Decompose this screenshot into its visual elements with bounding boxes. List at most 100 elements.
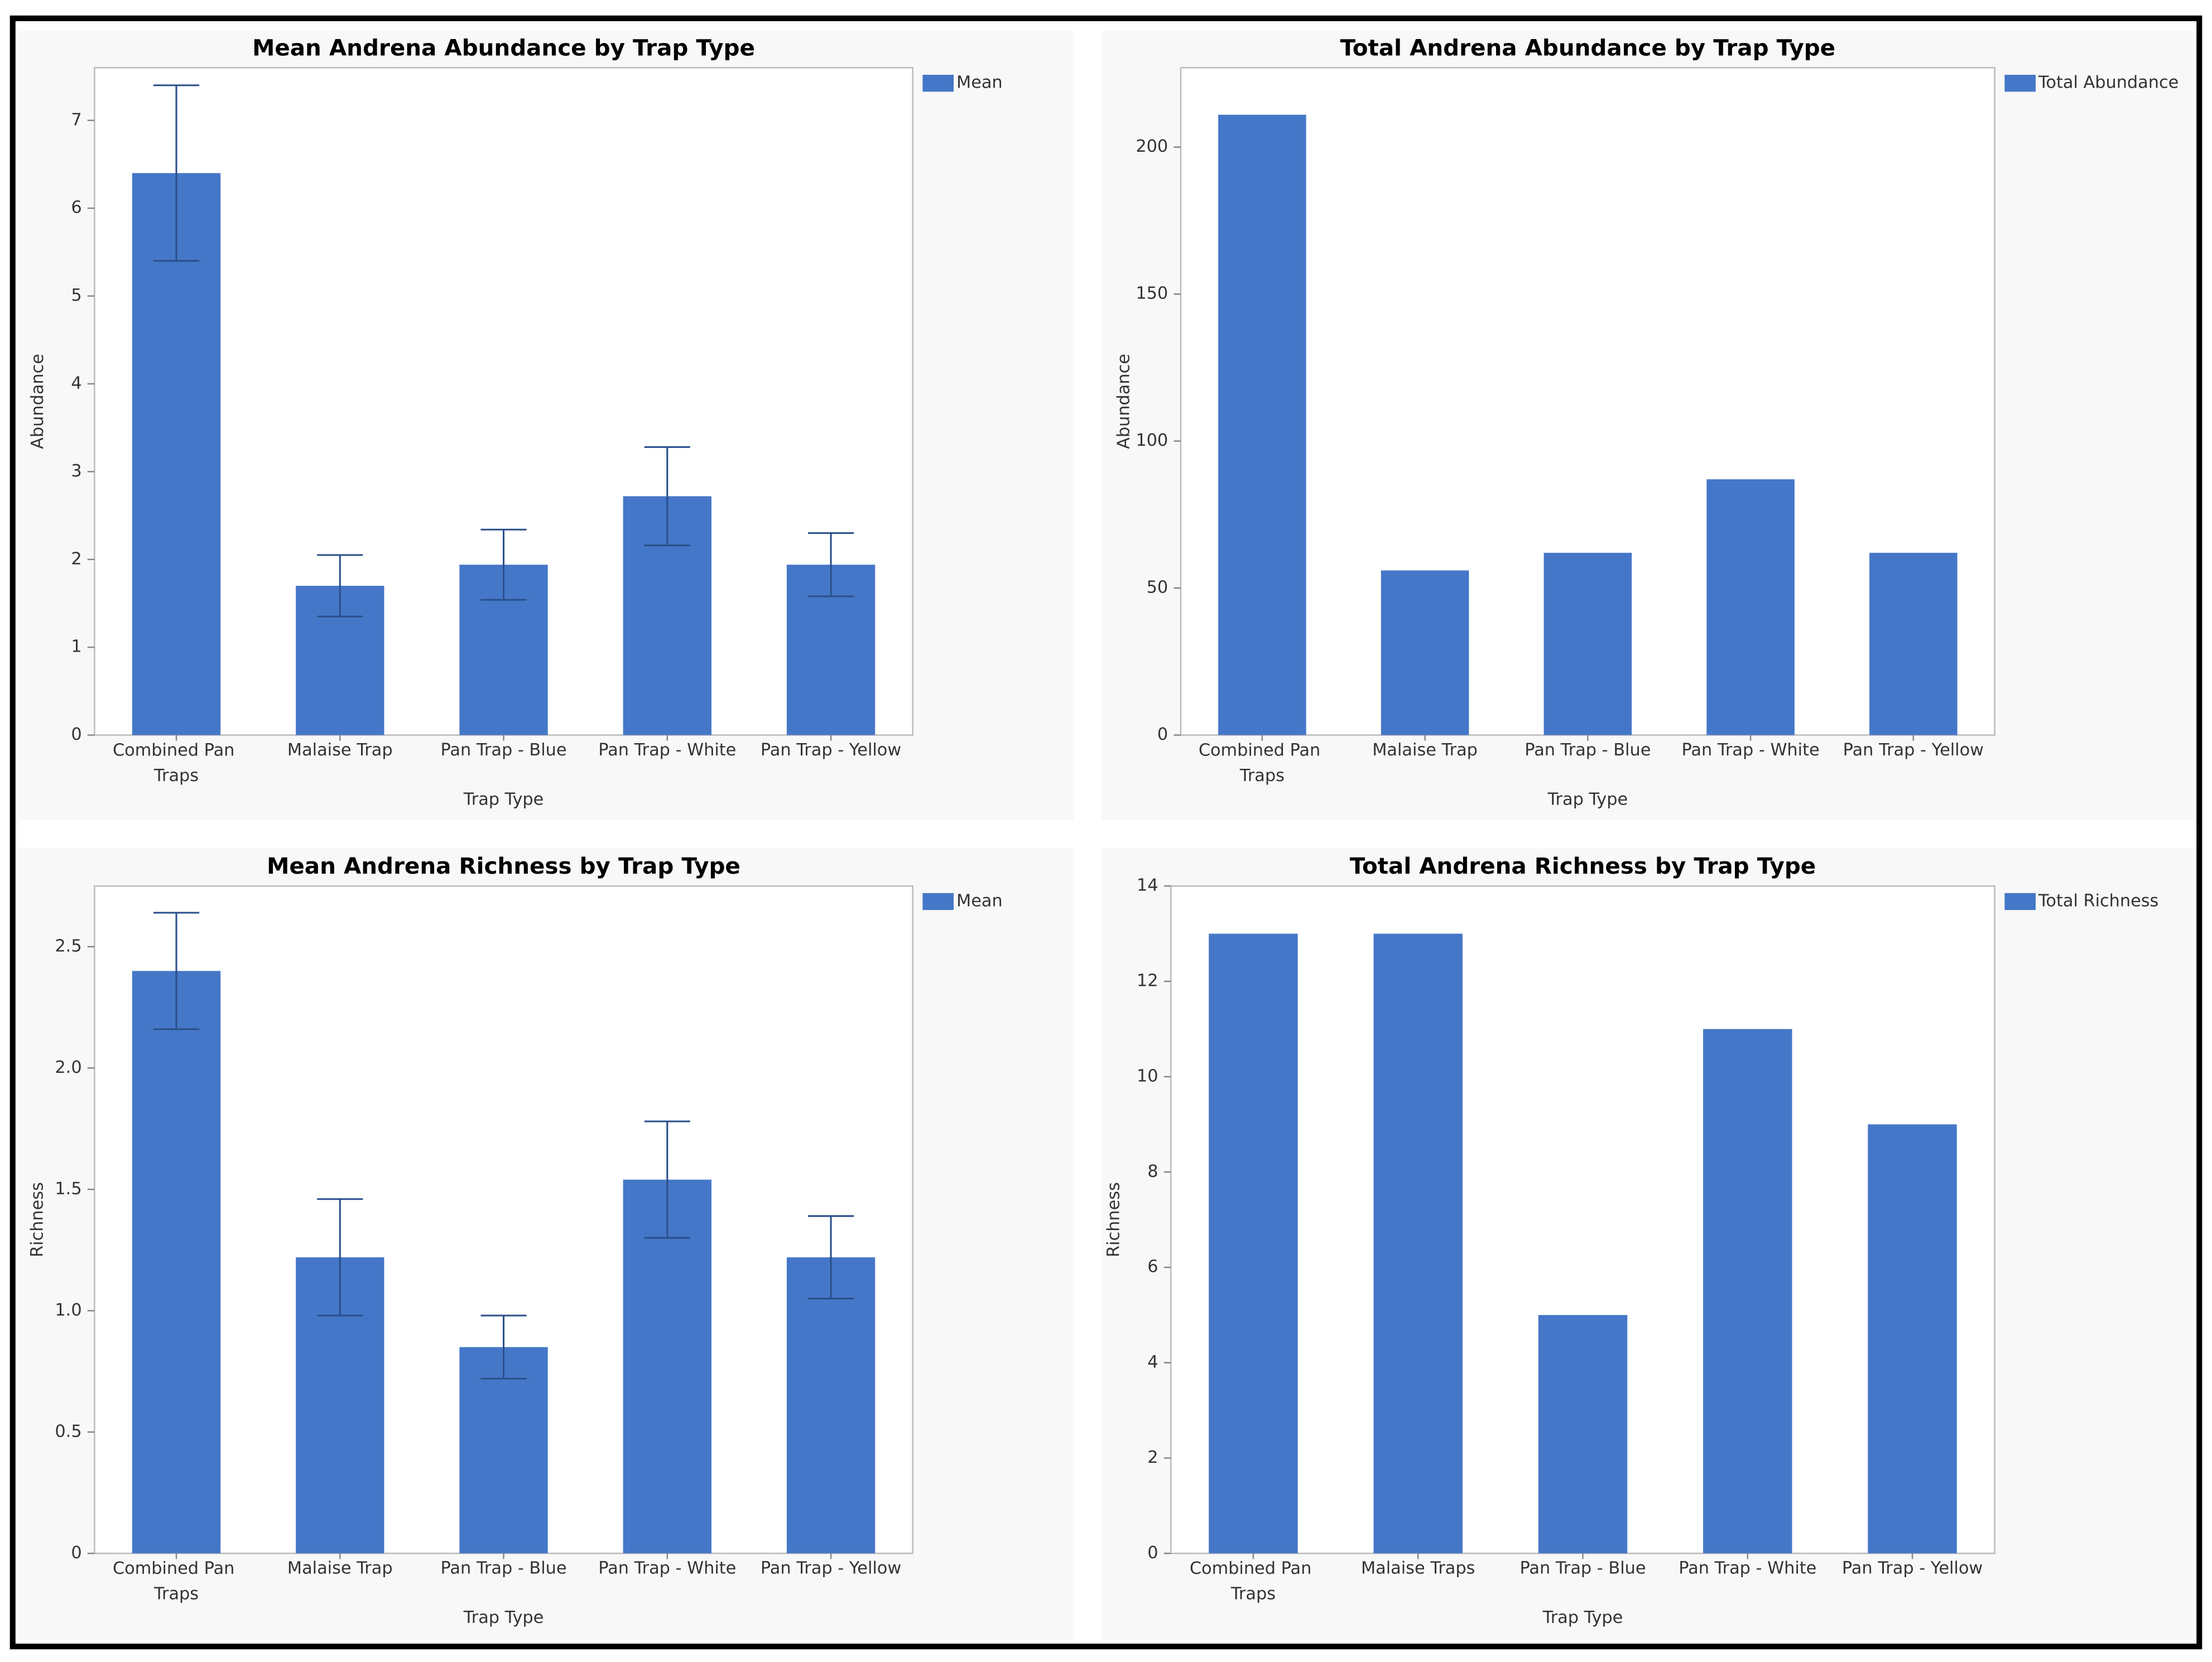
y-axis-label: Abundance [28, 354, 47, 449]
error-bar [153, 84, 200, 262]
y-tick-label: 0 [71, 1543, 81, 1563]
x-tick-label: Combined Pan Traps [1190, 1559, 1317, 1604]
x-tick-label: Malaise Trap [1372, 740, 1478, 760]
x-tick-label: Pan Trap - White [598, 740, 736, 760]
y-tick-label: 1.5 [55, 1179, 81, 1198]
y-tick-label: 2.5 [55, 936, 81, 956]
legend-swatch [2004, 893, 2036, 911]
y-tick-label: 1.0 [55, 1300, 81, 1320]
y-axis-label: Richness [1104, 1182, 1124, 1258]
x-tick-label: Combined Pan Traps [113, 1559, 240, 1604]
bar [459, 1347, 548, 1554]
y-tick-label: 5 [71, 286, 81, 305]
error-bar [807, 532, 854, 598]
bar [623, 1179, 711, 1554]
x-tick-label: Pan Trap - Yellow [761, 1559, 901, 1578]
x-axis-label: Trap Type [1542, 1608, 1623, 1627]
y-tick-label: 50 [1147, 578, 1168, 598]
x-tick-label: Pan Trap - Yellow [1843, 740, 1984, 760]
x-tick-label: Pan Trap - Blue [440, 740, 566, 760]
y-tick-label: 4 [71, 373, 81, 393]
bar [1868, 1124, 1957, 1554]
y-tick-label: 7 [71, 110, 81, 129]
x-tick-line: Combined Pan [1190, 1559, 1317, 1578]
x-tick-label: Pan Trap - Yellow [761, 740, 901, 760]
x-tick-line: Combined Pan [113, 1559, 240, 1578]
x-axis-label: Trap Type [463, 789, 544, 809]
legend-label: Mean [956, 73, 1003, 93]
bar [1706, 479, 1795, 735]
y-tick-label: 4 [1147, 1352, 1158, 1372]
bar [1538, 1315, 1628, 1554]
error-bar [317, 1198, 363, 1317]
bar [132, 173, 221, 735]
x-tick-line: Traps [1230, 1584, 1276, 1603]
x-tick-label: Combined Pan Traps [113, 740, 240, 786]
chart-title: Mean Andrena Abundance by Trap Type [252, 35, 755, 61]
x-tick-label: Combined Pan Traps [1199, 740, 1326, 786]
chart-title: Mean Andrena Richness by Trap Type [267, 852, 740, 879]
x-tick-label: Pan Trap - Yellow [1842, 1559, 1983, 1578]
chart-title: Total Andrena Abundance by Trap Type [1340, 35, 1836, 61]
error-bar [317, 554, 363, 618]
error-bar [644, 446, 690, 547]
legend-swatch [2004, 75, 2036, 92]
y-tick-label: 12 [1137, 971, 1158, 991]
legend-label: Total Richness [2038, 891, 2158, 911]
y-tick-label: 14 [1137, 876, 1158, 895]
bar [1373, 933, 1463, 1554]
x-tick-label: Malaise Trap [287, 1559, 393, 1578]
error-bar [480, 1314, 527, 1380]
x-tick-line: Traps [153, 1584, 199, 1603]
bar [132, 971, 221, 1554]
x-tick-line: Traps [1239, 765, 1285, 785]
chart-title: Total Andrena Richness by Trap Type [1350, 852, 1816, 879]
y-tick-label: 2 [1147, 1448, 1158, 1467]
x-tick-label: Pan Trap - White [1682, 740, 1820, 760]
x-tick-label: Malaise Traps [1361, 1559, 1475, 1578]
y-tick-label: 6 [1147, 1257, 1158, 1276]
bar [1218, 114, 1306, 735]
bar [1869, 552, 1958, 735]
y-tick-label: 2 [71, 549, 81, 569]
y-tick-label: 0.5 [55, 1422, 81, 1441]
y-tick-label: 150 [1136, 284, 1168, 304]
error-bar [480, 528, 527, 601]
x-tick-label: Pan Trap - White [598, 1559, 736, 1578]
x-tick-label: Pan Trap - Blue [440, 1559, 566, 1578]
bar [1209, 933, 1298, 1554]
y-tick-label: 200 [1136, 137, 1168, 156]
x-axis-label: Trap Type [463, 1608, 544, 1627]
y-axis-label: Richness [28, 1182, 47, 1258]
y-tick-label: 0 [1147, 1543, 1158, 1563]
y-tick-label: 3 [71, 461, 81, 481]
error-bar [153, 912, 200, 1030]
x-axis-label: Trap Type [1547, 789, 1628, 809]
y-tick-label: 1 [71, 637, 81, 657]
error-bar [807, 1215, 854, 1300]
x-tick-line: Combined Pan [113, 740, 240, 760]
bar [1543, 552, 1632, 735]
x-tick-line: Traps [153, 765, 199, 785]
bar [1703, 1029, 1792, 1554]
x-tick-line: Combined Pan [1199, 740, 1326, 760]
y-tick-label: 6 [71, 198, 81, 218]
error-bar [644, 1120, 690, 1239]
y-tick-label: 0 [1157, 725, 1168, 744]
y-tick-label: 2.0 [55, 1058, 81, 1077]
legend-swatch [922, 893, 954, 911]
y-tick-label: 0 [71, 725, 81, 744]
figure-border [9, 15, 2203, 1650]
x-tick-label: Malaise Trap [287, 740, 393, 760]
x-tick-label: Pan Trap - Blue [1519, 1559, 1646, 1578]
legend-label: Total Abundance [2038, 73, 2179, 93]
x-tick-label: Pan Trap - White [1679, 1559, 1816, 1578]
legend-label: Mean [956, 891, 1003, 911]
x-tick-label: Pan Trap - Blue [1525, 740, 1651, 760]
bar [1381, 570, 1469, 735]
y-tick-label: 100 [1136, 431, 1168, 450]
legend-swatch [922, 75, 954, 92]
y-tick-label: 8 [1147, 1162, 1158, 1181]
